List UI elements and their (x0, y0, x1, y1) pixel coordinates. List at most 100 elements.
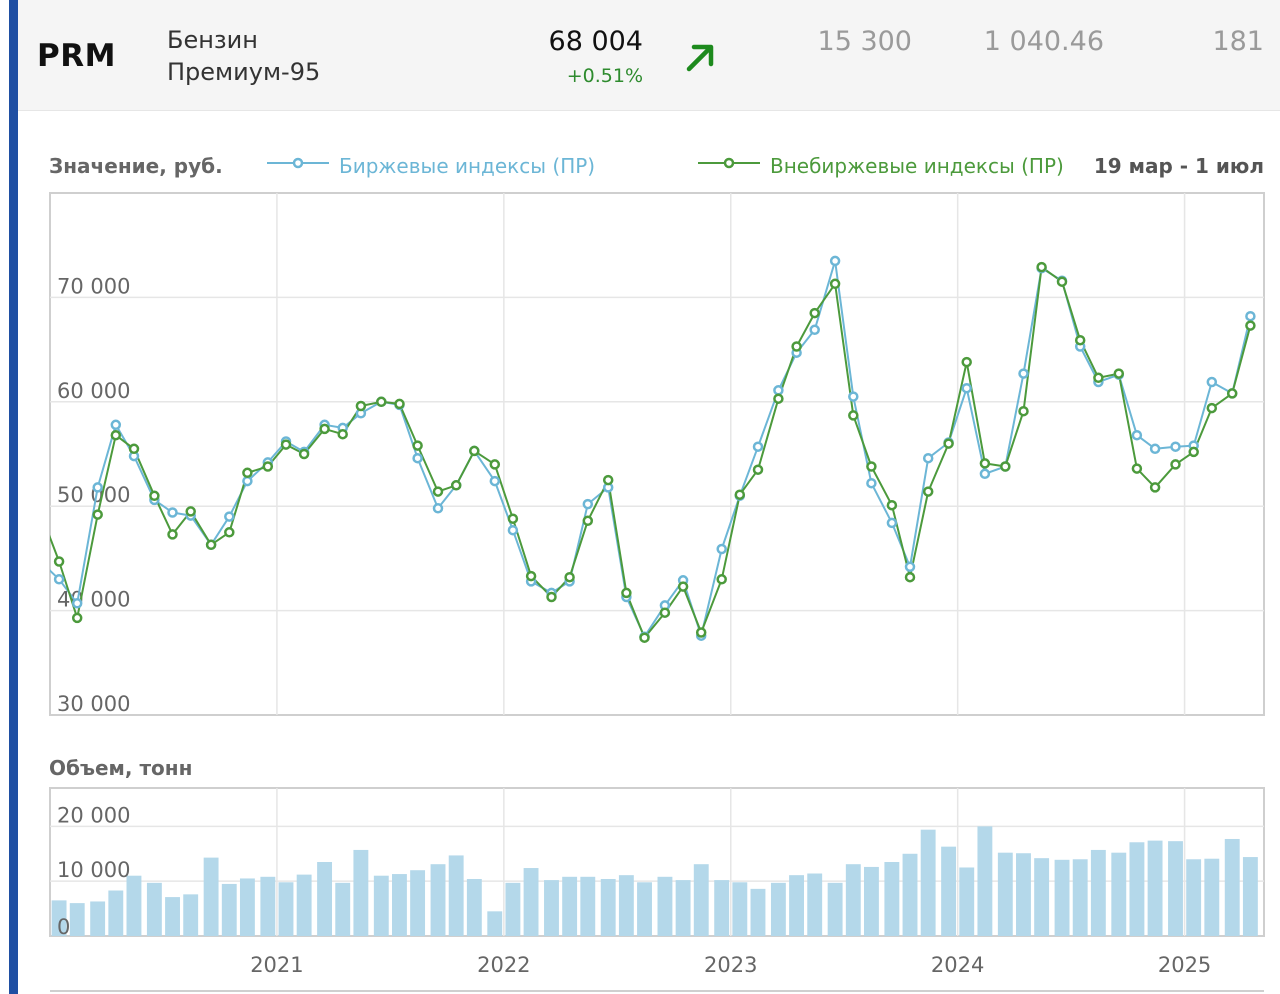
volume-bar[interactable] (807, 873, 823, 936)
series-point-1[interactable] (829, 255, 841, 267)
series-point-1[interactable] (242, 475, 253, 487)
series-point-2[interactable] (242, 467, 253, 479)
volume-bar[interactable] (770, 882, 786, 936)
volume-bar[interactable] (1242, 857, 1258, 936)
series-point-2[interactable] (280, 439, 292, 450)
series-point-2[interactable] (773, 393, 784, 404)
series-point-1[interactable] (71, 598, 83, 609)
series-point-1[interactable] (866, 477, 877, 489)
series-point-1[interactable] (53, 574, 65, 585)
series-point-2[interactable] (886, 499, 898, 511)
series-point-2[interactable] (809, 307, 820, 319)
series-point-2[interactable] (621, 587, 632, 599)
volume-bar[interactable] (1204, 858, 1220, 936)
series-point-1[interactable] (110, 419, 122, 431)
volume-bar[interactable] (1090, 849, 1106, 936)
series-point-2[interactable] (432, 486, 444, 497)
volume-bar[interactable] (335, 882, 351, 936)
volume-bar[interactable] (959, 867, 975, 936)
volume-bar[interactable] (1034, 858, 1050, 936)
volume-bar[interactable] (827, 882, 843, 936)
series-point-2[interactable] (298, 448, 310, 460)
volume-bar[interactable] (618, 875, 634, 936)
series-point-1[interactable] (1245, 310, 1256, 322)
volume-bar[interactable] (750, 888, 766, 936)
series-point-1[interactable] (979, 468, 991, 480)
series-point-2[interactable] (695, 627, 707, 638)
volume-bar[interactable] (239, 878, 255, 936)
series-point-1[interactable] (167, 507, 178, 518)
volume-bar[interactable] (373, 875, 389, 936)
series-point-2[interactable] (450, 480, 462, 491)
series-point-2[interactable] (979, 458, 991, 469)
volume-bar[interactable] (221, 883, 237, 936)
series-point-2[interactable] (1036, 261, 1047, 273)
series-point-2[interactable] (1226, 388, 1238, 399)
volume-bar[interactable] (260, 876, 276, 936)
volume-bar[interactable] (165, 897, 180, 936)
volume-bar[interactable] (523, 868, 539, 936)
series-point-2[interactable] (167, 529, 178, 540)
series-point-1[interactable] (1131, 429, 1143, 441)
series-point-2[interactable] (1000, 461, 1011, 472)
series-point-2[interactable] (904, 571, 916, 583)
series-point-2[interactable] (922, 486, 934, 497)
volume-bar[interactable] (296, 874, 312, 936)
legend-otc[interactable]: Внебиржевые индексы (ПР) (698, 154, 1064, 178)
volume-bar[interactable] (675, 880, 691, 936)
series-point-2[interactable] (546, 591, 557, 603)
series-point-2[interactable] (53, 556, 65, 567)
series-point-2[interactable] (149, 490, 160, 502)
series-point-2[interactable] (337, 428, 348, 440)
series-point-1[interactable] (904, 561, 916, 573)
volume-bar[interactable] (278, 882, 294, 936)
series-point-1[interactable] (224, 511, 235, 522)
series-point-2[interactable] (1149, 482, 1161, 493)
series-point-2[interactable] (734, 489, 746, 500)
series-point-2[interactable] (1170, 459, 1181, 470)
series-point-1[interactable] (752, 441, 764, 452)
series-point-2[interactable] (110, 429, 122, 441)
volume-bar[interactable] (637, 882, 652, 936)
series-point-1[interactable] (922, 452, 934, 464)
series-point-2[interactable] (639, 632, 650, 643)
volume-bar[interactable] (1072, 859, 1088, 936)
volume-bar[interactable] (1054, 859, 1070, 936)
series-point-2[interactable] (1018, 405, 1029, 417)
series-point-2[interactable] (752, 464, 764, 475)
series-point-2[interactable] (943, 438, 954, 449)
volume-bar[interactable] (466, 878, 482, 936)
volume-bar[interactable] (920, 829, 936, 936)
volume-bar[interactable] (353, 849, 369, 936)
series-point-2[interactable] (1056, 276, 1068, 287)
volume-bar[interactable] (1147, 840, 1163, 936)
volume-bar[interactable] (69, 903, 85, 936)
series-point-1[interactable] (1149, 443, 1161, 455)
series-point-2[interactable] (128, 443, 140, 455)
volume-bar[interactable] (90, 901, 106, 936)
series-point-2[interactable] (469, 445, 480, 457)
volume-bar[interactable] (203, 857, 219, 936)
series-point-2[interactable] (412, 440, 423, 451)
series-point-2[interactable] (582, 515, 594, 527)
series-point-2[interactable] (262, 461, 274, 472)
volume-bar[interactable] (845, 864, 861, 936)
series-point-2[interactable] (848, 410, 859, 421)
volume-bar[interactable] (1168, 841, 1183, 936)
series-point-1[interactable] (886, 517, 898, 529)
series-point-2[interactable] (319, 423, 330, 435)
volume-bar[interactable] (126, 875, 142, 936)
series-point-2[interactable] (1245, 320, 1256, 331)
series-point-2[interactable] (1113, 368, 1125, 379)
series-point-2[interactable] (1093, 372, 1104, 384)
series-point-2[interactable] (205, 539, 217, 551)
series-point-1[interactable] (961, 382, 972, 394)
volume-bar[interactable] (183, 894, 199, 936)
volume-bar[interactable] (941, 846, 957, 936)
volume-bar[interactable] (562, 876, 578, 936)
volume-bar[interactable] (657, 876, 673, 936)
volume-bar[interactable] (1111, 852, 1127, 936)
series-point-1[interactable] (92, 482, 103, 493)
series-point-2[interactable] (1131, 463, 1143, 474)
